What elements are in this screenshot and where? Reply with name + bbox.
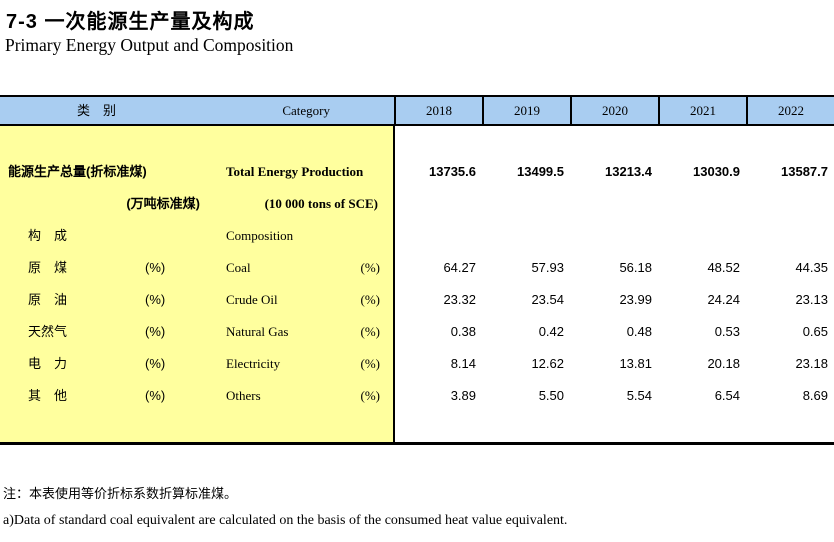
row-values	[394, 188, 834, 220]
page-title-en: Primary Energy Output and Composition	[5, 35, 294, 55]
row-unit-en: (%)	[360, 356, 381, 371]
row-label-en: Electricity	[226, 356, 281, 371]
row-stub: 构 成 Composition	[0, 220, 394, 252]
table-row-total: 能源生产总量(折标准煤) Total Energy Production 137…	[0, 156, 834, 188]
value-cell: 23.54	[531, 292, 564, 307]
row-values: 3.89 5.50 5.54 6.54 8.69	[394, 380, 834, 412]
value-cell: 23.18	[795, 356, 828, 371]
value-cell: 13587.7	[781, 164, 828, 179]
row-label-en: Natural Gas	[226, 324, 289, 339]
table-row-crude-oil: 原 油 (%) Crude Oil (%) 23.32 23.54 23.99 …	[0, 284, 834, 316]
value-cell: 13213.4	[605, 164, 652, 179]
value-cell: 0.53	[714, 324, 740, 339]
value-cell: 57.93	[531, 260, 564, 275]
value-cell: 6.54	[714, 388, 740, 403]
value-cell: 0.38	[450, 324, 476, 339]
header-year-2021: 2021	[658, 97, 746, 124]
row-unit-cn: (%)	[145, 388, 166, 403]
row-stub: (万吨标准煤) (10 000 tons of SCE)	[0, 188, 394, 220]
footnote-en: a)Data of standard coal equivalent are c…	[3, 513, 568, 528]
row-unit-en: (10 000 tons of SCE)	[264, 196, 378, 211]
row-values: 23.32 23.54 23.99 24.24 23.13	[394, 284, 834, 316]
footnote-cn: 注：本表使用等价折标系数折算标准煤。	[3, 486, 238, 501]
header-year-2020: 2020	[570, 97, 658, 124]
row-label-cn: 天然气	[28, 324, 68, 339]
value-cell: 56.18	[619, 260, 652, 275]
row-values: 8.14 12.62 13.81 20.18 23.18	[394, 348, 834, 380]
value-cell: 20.18	[707, 356, 740, 371]
row-unit-cn: (%)	[145, 260, 166, 275]
row-unit-en: (%)	[360, 292, 381, 307]
row-stub: 电 力 (%) Electricity (%)	[0, 348, 394, 380]
row-values	[394, 220, 834, 252]
header-stub-cell: 类 别 Category	[0, 97, 394, 124]
row-label-en: Total Energy Production	[226, 164, 364, 179]
table-row-composition: 构 成 Composition	[0, 220, 834, 252]
header-year-2019: 2019	[482, 97, 570, 124]
value-cell: 5.54	[626, 388, 652, 403]
row-stub: 能源生产总量(折标准煤) Total Energy Production	[0, 156, 394, 188]
value-cell: 13735.6	[429, 164, 476, 179]
header-year-2022: 2022	[746, 97, 834, 124]
row-unit-cn: (%)	[145, 324, 166, 339]
header-label-en: Category	[282, 103, 330, 118]
energy-table: 类 别 Category 2018 2019 2020 2021 2022 能源…	[0, 95, 834, 445]
header-label-cn: 类 别	[77, 103, 117, 118]
page-title-cn: 7-3 一次能源生产量及构成	[6, 11, 255, 33]
row-label-en: Coal	[226, 260, 251, 275]
value-cell: 13.81	[619, 356, 652, 371]
row-stub: 天然气 (%) Natural Gas (%)	[0, 316, 394, 348]
row-stub: 原 油 (%) Crude Oil (%)	[0, 284, 394, 316]
table-row-natural-gas: 天然气 (%) Natural Gas (%) 0.38 0.42 0.48 0…	[0, 316, 834, 348]
value-cell: 24.24	[707, 292, 740, 307]
row-unit-cn: (%)	[145, 356, 166, 371]
row-label-cn: 原 煤	[28, 260, 68, 275]
row-unit-en: (%)	[360, 260, 381, 275]
value-cell: 8.14	[450, 356, 476, 371]
table-body: 能源生产总量(折标准煤) Total Energy Production 137…	[0, 126, 834, 445]
row-stub: 其 他 (%) Others (%)	[0, 380, 394, 412]
value-cell: 13030.9	[693, 164, 740, 179]
value-cell: 0.42	[538, 324, 564, 339]
row-label-cn: 构 成	[28, 228, 68, 243]
row-label-cn: 原 油	[28, 292, 68, 307]
value-cell: 64.27	[443, 260, 476, 275]
row-unit-cn: (万吨标准煤)	[126, 196, 200, 211]
header-year-cells: 2018 2019 2020 2021 2022	[394, 97, 834, 124]
value-cell: 23.32	[443, 292, 476, 307]
row-unit-cn: (%)	[145, 292, 166, 307]
table-row-others: 其 他 (%) Others (%) 3.89 5.50 5.54 6.54 8…	[0, 380, 834, 412]
value-cell: 48.52	[707, 260, 740, 275]
row-label-cn: 其 他	[28, 388, 68, 403]
header-year-2018: 2018	[394, 97, 482, 124]
row-values: 0.38 0.42 0.48 0.53 0.65	[394, 316, 834, 348]
value-cell: 8.69	[802, 388, 828, 403]
row-unit-en: (%)	[360, 324, 381, 339]
value-cell: 23.13	[795, 292, 828, 307]
row-label-en: Crude Oil	[226, 292, 278, 307]
value-cell: 23.99	[619, 292, 652, 307]
row-label-cn: 电 力	[28, 356, 68, 371]
value-cell: 0.48	[626, 324, 652, 339]
table-row-total-unit: (万吨标准煤) (10 000 tons of SCE)	[0, 188, 834, 220]
row-values: 13735.6 13499.5 13213.4 13030.9 13587.7	[394, 156, 834, 188]
value-cell: 5.50	[538, 388, 564, 403]
value-cell: 13499.5	[517, 164, 564, 179]
row-values: 64.27 57.93 56.18 48.52 44.35	[394, 252, 834, 284]
value-cell: 0.65	[802, 324, 828, 339]
table-row-coal: 原 煤 (%) Coal (%) 64.27 57.93 56.18 48.52…	[0, 252, 834, 284]
row-stub: 原 煤 (%) Coal (%)	[0, 252, 394, 284]
row-unit-en: (%)	[360, 388, 381, 403]
value-cell: 44.35	[795, 260, 828, 275]
table-header-row: 类 别 Category 2018 2019 2020 2021 2022	[0, 95, 834, 126]
row-label-en: Others	[226, 388, 261, 403]
row-label-en: Composition	[226, 228, 294, 243]
table-row-electricity: 电 力 (%) Electricity (%) 8.14 12.62 13.81…	[0, 348, 834, 380]
row-label-cn: 能源生产总量(折标准煤)	[8, 164, 147, 179]
value-cell: 12.62	[531, 356, 564, 371]
value-cell: 3.89	[450, 388, 476, 403]
